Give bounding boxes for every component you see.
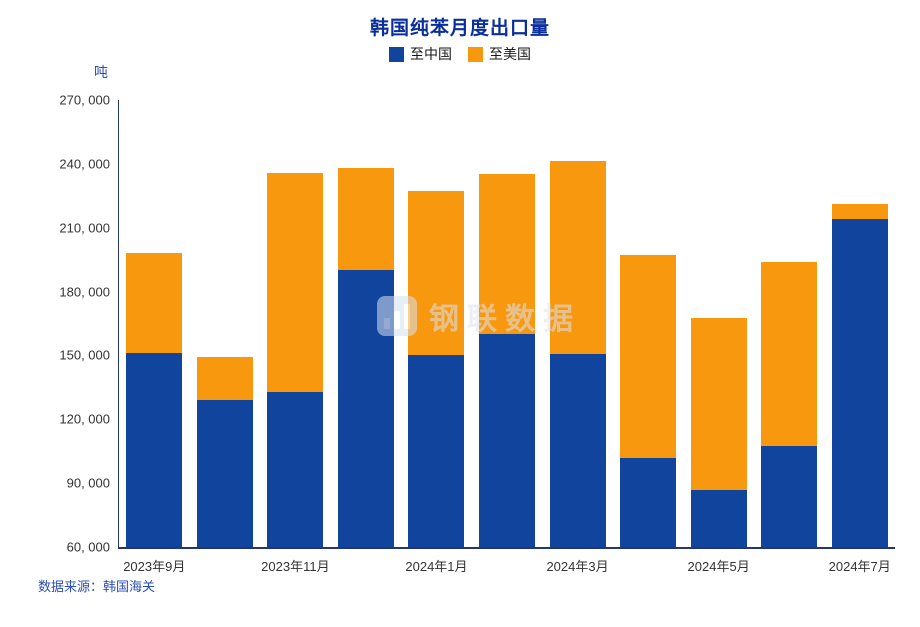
bar-segment-china: [408, 355, 464, 547]
bar-segment-usa: [550, 161, 606, 354]
legend-label-usa: 至美国: [489, 46, 531, 62]
bar-segment-china: [550, 354, 606, 547]
x-axis-tick-label: 2024年5月: [687, 559, 750, 574]
legend: 至中国 至美国: [0, 44, 920, 64]
y-axis-tick-label: 150, 000: [59, 347, 110, 363]
bar-segment-china: [691, 490, 747, 547]
bar-segment-usa: [832, 204, 888, 219]
bar-segment-usa: [126, 253, 182, 353]
bar-segment-usa: [408, 191, 464, 355]
x-axis-tick-label: 2024年3月: [546, 559, 609, 574]
bar-segment-usa: [338, 168, 394, 270]
x-axis-tick-label: 2024年1月: [405, 559, 468, 574]
y-axis-tick-label: 180, 000: [59, 284, 110, 300]
bar-segment-usa: [267, 173, 323, 392]
y-axis-tick-label: 90, 000: [66, 475, 110, 491]
x-axis-tick-label: 2023年9月: [123, 559, 186, 574]
bar-segment-usa: [620, 255, 676, 458]
plot-area: 钢联数据 60, 000 90, 000 120, 000 150, 000 180, …: [59, 93, 895, 574]
bar-segment-china: [267, 392, 323, 547]
bar-segment-usa: [761, 262, 817, 446]
y-axis-tick-label: 120, 000: [59, 411, 110, 427]
bar-segment-china: [620, 458, 676, 547]
bar-segment-usa: [691, 318, 747, 490]
bar-segment-china: [832, 219, 888, 547]
y-axis-tick-label: 270, 000: [59, 92, 110, 108]
bar-segment-china: [761, 446, 817, 547]
legend-swatch-china-icon: [389, 46, 404, 62]
legend-item-usa: 至美国: [468, 44, 531, 64]
y-axis-unit-label: 吨: [94, 64, 108, 80]
bar-segment-china: [479, 334, 535, 547]
legend-item-china: 至中国: [389, 44, 452, 64]
data-source-label: 数据来源：韩国海关: [38, 579, 156, 594]
bar-segment-china: [338, 270, 394, 547]
bar-segment-usa: [197, 357, 253, 400]
bar-segment-usa: [479, 174, 535, 334]
bar-segment-china: [126, 353, 182, 547]
legend-swatch-usa-icon: [468, 46, 483, 62]
y-axis-tick-label: 240, 000: [59, 156, 110, 172]
x-axis-tick-label: 2023年11月: [261, 559, 330, 574]
y-axis-tick-label: 60, 000: [66, 539, 110, 555]
chart-title: 韩国纯苯月度出口量: [369, 18, 550, 39]
bar-segment-china: [197, 400, 253, 547]
legend-label-china: 至中国: [410, 46, 452, 62]
x-axis-tick-label: 2024年7月: [828, 559, 891, 574]
y-axis-tick-label: 210, 000: [59, 220, 110, 236]
